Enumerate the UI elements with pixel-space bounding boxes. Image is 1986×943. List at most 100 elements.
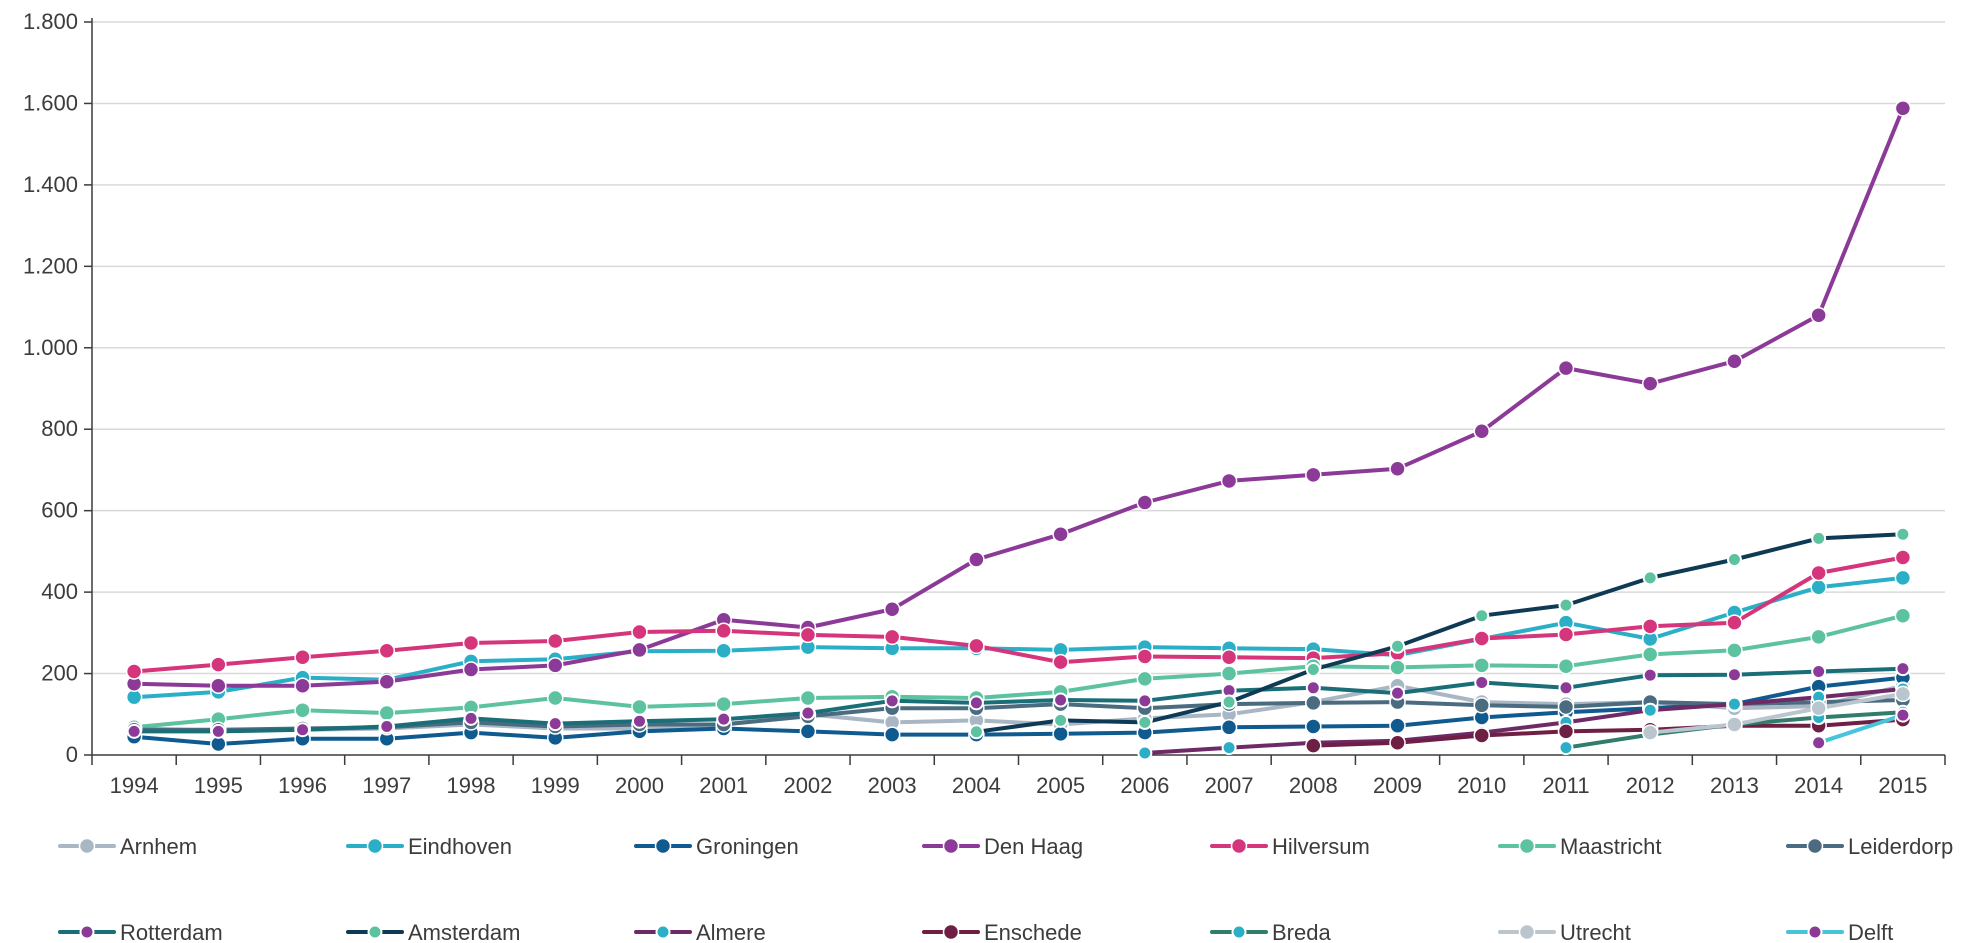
data-point-hilversum	[378, 642, 396, 660]
legend-item-arnhem[interactable]: Arnhem	[58, 834, 197, 859]
series-lines	[132, 106, 1905, 755]
data-point-almere	[1221, 740, 1237, 756]
y-tick-label: 200	[41, 661, 78, 686]
data-point-hilversum	[1726, 614, 1743, 631]
legend-swatch-marker	[366, 837, 384, 855]
x-tick-label: 2011	[1542, 773, 1589, 798]
x-tick-label: 2010	[1457, 773, 1506, 798]
y-tick-label: 1.800	[23, 9, 78, 34]
data-point-maastricht	[1557, 657, 1575, 675]
series-line-leiderdorp	[132, 698, 1905, 732]
legend-label: Leiderdorp	[1848, 834, 1953, 859]
legend-swatch-marker	[78, 837, 96, 855]
legend-item-groningen[interactable]: Groningen	[634, 834, 799, 859]
data-point-maastricht	[631, 698, 648, 716]
data-point-hilversum	[631, 623, 648, 641]
legend-item-maastricht[interactable]: Maastricht	[1498, 834, 1661, 859]
data-point-hilversum	[1810, 564, 1827, 582]
series-line-hilversum	[132, 555, 1905, 674]
data-point-den-haag	[1726, 352, 1743, 370]
data-point-den-haag	[1557, 359, 1575, 377]
data-point-groningen	[799, 723, 817, 740]
data-point-hilversum	[125, 663, 143, 680]
data-point-hilversum	[968, 637, 985, 655]
data-point-maastricht	[715, 695, 732, 713]
legend-item-delft[interactable]: Delft	[1786, 920, 1893, 943]
data-point-rotterdam	[1474, 675, 1490, 691]
data-point-almere	[1726, 696, 1742, 712]
x-tick-label: 2008	[1289, 773, 1338, 798]
y-tick-label: 600	[41, 498, 78, 523]
data-point-eindhoven	[715, 642, 732, 660]
legend-item-leiderdorp[interactable]: Leiderdorp	[1786, 834, 1953, 859]
legend-item-breda[interactable]: Breda	[1210, 920, 1331, 943]
data-point-rotterdam	[547, 716, 563, 732]
data-point-amsterdam	[1726, 552, 1742, 568]
data-point-maastricht	[1726, 642, 1743, 659]
data-point-amsterdam	[968, 724, 984, 740]
legend-swatch-marker	[1518, 837, 1536, 855]
data-point-maastricht	[1473, 657, 1490, 674]
legend-swatch-marker	[79, 924, 95, 940]
series-line-groningen	[132, 675, 1905, 746]
x-tick-label: 1995	[194, 773, 243, 798]
data-point-eindhoven	[1894, 569, 1912, 587]
data-point-den-haag	[1894, 100, 1912, 117]
data-point-delft	[1895, 707, 1911, 723]
y-tick-label: 800	[41, 416, 78, 441]
y-tick-label: 400	[41, 579, 78, 604]
legend-label: Eindhoven	[408, 834, 512, 859]
data-point-hilversum	[210, 656, 227, 673]
data-point-maastricht	[1220, 665, 1238, 682]
legend-label: Maastricht	[1560, 834, 1661, 859]
legend-swatch-marker	[1518, 923, 1536, 941]
series-line-enschede	[1311, 717, 1905, 748]
data-point-enschede	[1557, 723, 1575, 740]
legend-item-enschede[interactable]: Enschede	[922, 920, 1082, 943]
legend-swatch-marker	[1231, 924, 1247, 940]
legend-item-den-haag[interactable]: Den Haag	[922, 834, 1083, 859]
data-point-den-haag	[1052, 526, 1069, 543]
legend-label: Den Haag	[984, 834, 1083, 859]
legend-swatch-marker	[942, 837, 960, 855]
data-point-rotterdam	[1053, 692, 1069, 708]
data-point-eindhoven	[1810, 578, 1827, 596]
legend[interactable]: Arnhem Eindhoven Groningen Den Haag Hilversu…	[58, 834, 1953, 943]
legend-label: Almere	[696, 920, 766, 943]
legend-item-rotterdam[interactable]: Rotterdam	[58, 920, 223, 943]
data-point-den-haag	[1473, 423, 1490, 440]
data-point-groningen	[1052, 725, 1069, 743]
legend-item-amsterdam[interactable]: Amsterdam	[346, 920, 520, 943]
legend-label: Hilversum	[1272, 834, 1370, 859]
series-line-delft	[1816, 713, 1905, 745]
data-point-enschede	[1305, 737, 1322, 754]
data-point-amsterdam	[1811, 530, 1827, 546]
data-point-maastricht	[1894, 607, 1912, 624]
data-point-den-haag	[883, 600, 901, 618]
legend-item-utrecht[interactable]: Utrecht	[1498, 920, 1631, 943]
data-point-hilversum	[799, 626, 817, 644]
data-point-den-haag	[1389, 460, 1406, 477]
legend-item-almere[interactable]: Almere	[634, 920, 766, 943]
data-point-enschede	[1473, 727, 1490, 744]
legend-item-eindhoven[interactable]: Eindhoven	[346, 834, 512, 859]
legend-item-hilversum[interactable]: Hilversum	[1210, 834, 1370, 859]
data-point-hilversum	[1052, 653, 1069, 671]
data-point-rotterdam	[1726, 667, 1742, 683]
series-line-maastricht	[132, 613, 1905, 730]
data-point-rotterdam	[1558, 680, 1574, 696]
data-point-amsterdam	[1390, 638, 1406, 654]
data-point-maastricht	[1810, 628, 1827, 646]
data-point-maastricht	[547, 689, 564, 707]
data-point-amsterdam	[1895, 526, 1911, 542]
y-tick-label: 0	[66, 742, 78, 767]
legend-label: Delft	[1848, 920, 1893, 943]
series-line-utrecht	[1648, 691, 1905, 735]
x-tick-label: 2001	[699, 773, 748, 798]
data-point-amsterdam	[1474, 608, 1490, 624]
gridlines	[92, 21, 1945, 675]
data-point-den-haag	[631, 641, 648, 659]
data-point-almere	[1642, 702, 1658, 718]
legend-swatch-marker	[367, 924, 383, 940]
data-point-delft	[1811, 735, 1827, 751]
